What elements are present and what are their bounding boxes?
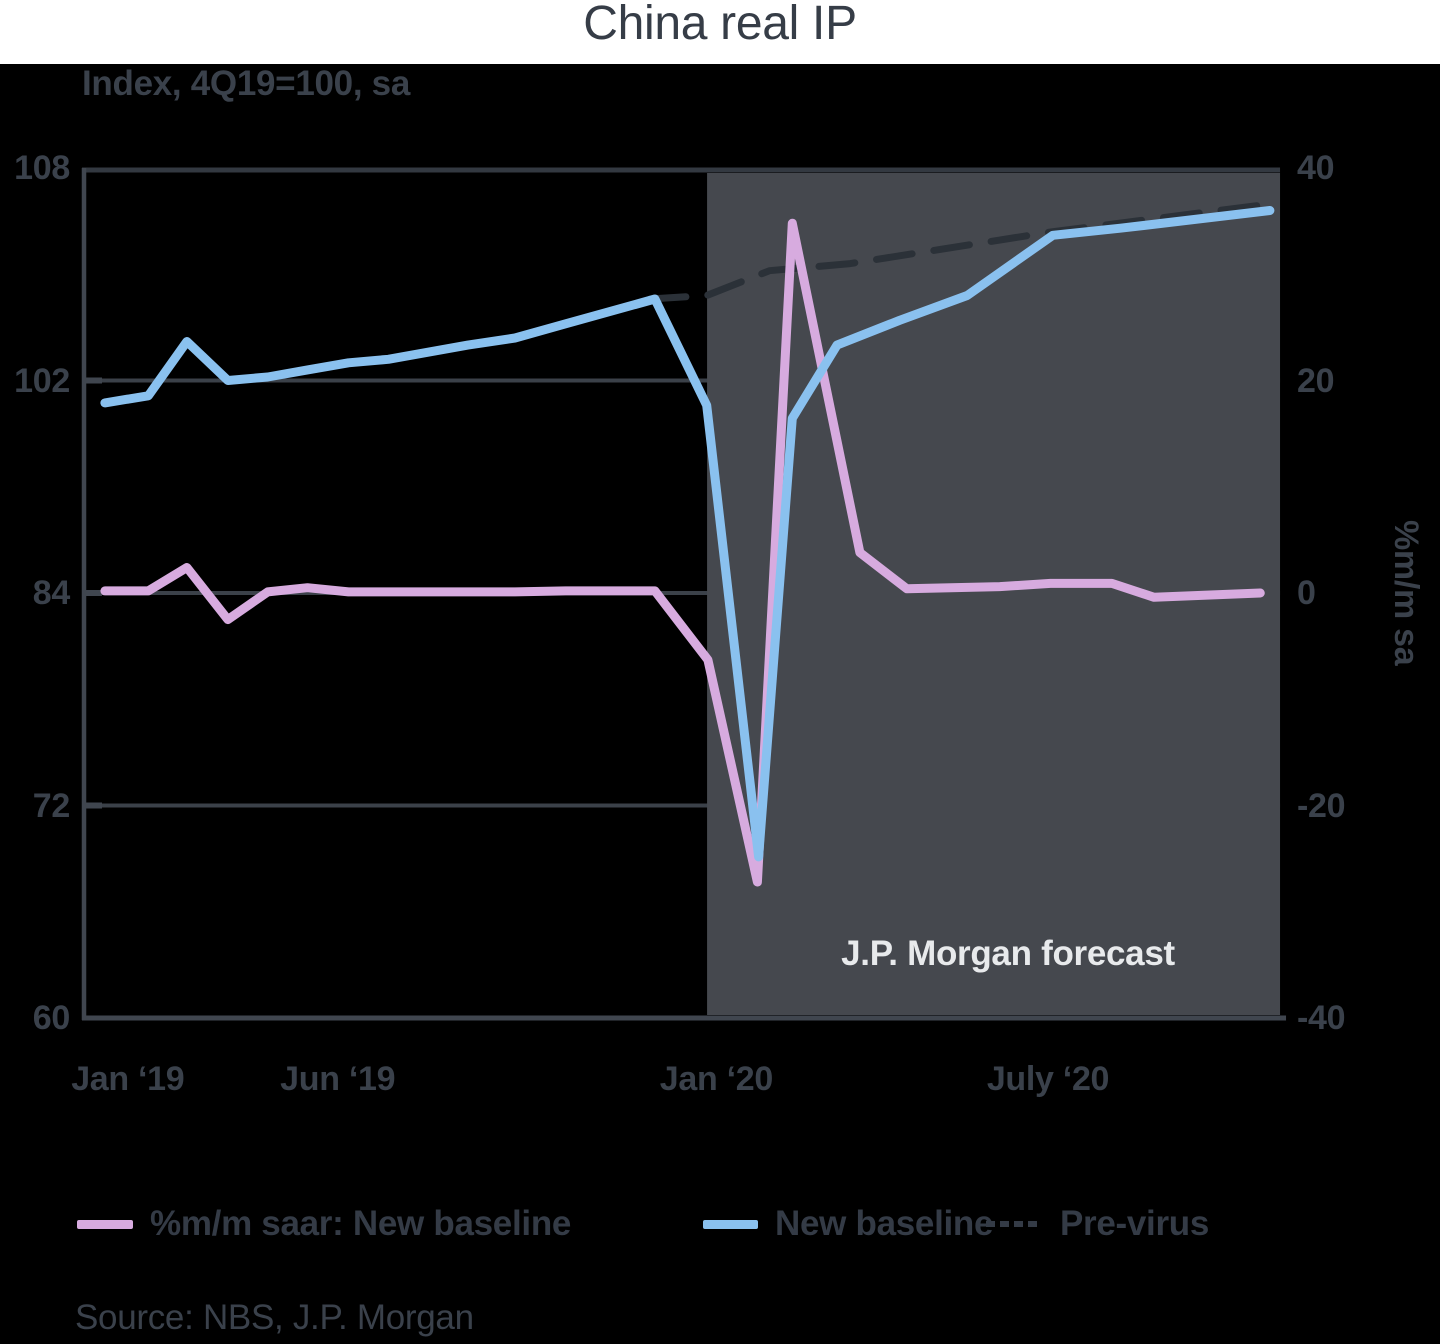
x-axis-tick-label: Jan ‘19: [71, 1060, 185, 1098]
legend-swatch-pre-virus: [986, 1221, 1040, 1227]
legend-label-saar: %m/m saar: New baseline: [150, 1204, 572, 1243]
legend: %m/m saar: New baseline New baseline Pre…: [0, 1200, 1440, 1260]
series-line--m-m-saar-new-baseline: [100, 218, 1265, 887]
right-axis-tick-label: 0: [1297, 574, 1316, 612]
x-axis-tick-label: Jun ‘19: [280, 1060, 396, 1098]
left-axis-tick-label: 60: [32, 999, 71, 1037]
x-axis-tick-label: July ‘20: [986, 1060, 1110, 1098]
right-axis-tick-label: -40: [1297, 999, 1346, 1037]
left-axis-tick-label: 84: [32, 574, 71, 612]
series-line-new-baseline: [100, 206, 1275, 862]
left-axis-tick-label: 108: [14, 149, 70, 187]
legend-label-pre-virus: Pre-virus: [1060, 1204, 1210, 1243]
legend-swatch-saar: [77, 1220, 133, 1229]
left-axis-tick-label: 72: [32, 786, 71, 825]
right-axis-tick-label: 40: [1297, 149, 1335, 187]
right-axis-title: %m/m sa: [1387, 520, 1425, 666]
legend-label-new-baseline: New baseline: [775, 1204, 994, 1243]
forecast-region-label: J.P. Morgan forecast: [841, 934, 1175, 973]
page-title: China real IP: [583, 0, 857, 50]
right-axis-tick-label: 20: [1297, 361, 1335, 400]
right-axis-tick-label: -20: [1297, 786, 1346, 825]
title-band: [0, 0, 1440, 64]
x-axis-tick-label: Jan ‘20: [659, 1060, 774, 1098]
left-axis-unit-note: Index, 4Q19=100, sa: [82, 64, 410, 103]
legend-swatch-new-baseline: [703, 1220, 758, 1229]
source-note: Source: NBS, J.P. Morgan: [75, 1298, 474, 1337]
left-axis-tick-label: 102: [14, 361, 70, 400]
